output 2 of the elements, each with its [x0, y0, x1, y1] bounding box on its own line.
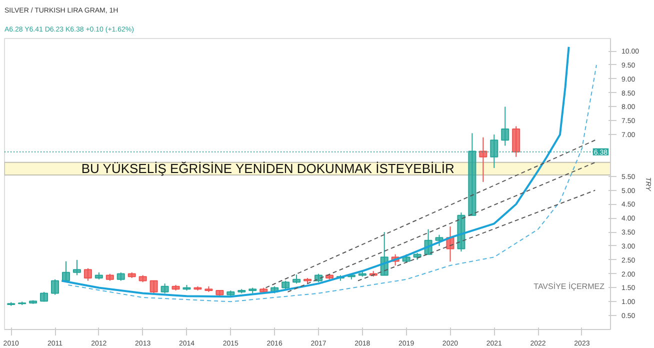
annotation: BU YÜKSELİŞ EĞRİSİNE YENİDEN DOKUNMAK İSTEYEBİLİR	[81, 161, 454, 176]
annotation: TAVSİYE İÇERMEZ	[534, 282, 605, 291]
